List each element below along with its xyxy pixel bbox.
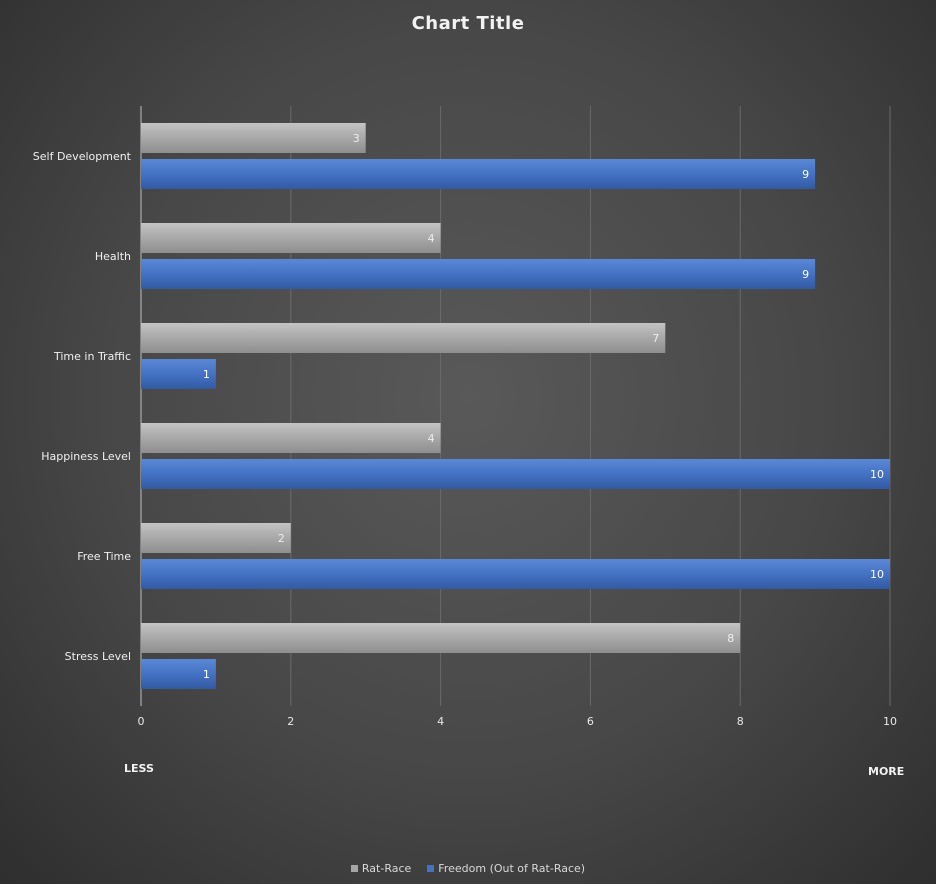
data-label-freedom-out-of-rat-race-self-development: 9 xyxy=(802,168,809,181)
legend-swatch-freedom xyxy=(427,865,435,872)
legend-item-rat-race: Rat-Race xyxy=(350,862,412,875)
x-tick-label-2: 2 xyxy=(287,715,294,728)
category-label-self-development: Self Development xyxy=(33,150,132,163)
x-tick-label-6: 6 xyxy=(587,715,594,728)
less-axis-note: LESS xyxy=(124,762,154,775)
chart-title: Chart Title xyxy=(411,13,525,34)
category-label-free-time: Free Time xyxy=(77,550,131,563)
data-label-rat-race-free-time: 2 xyxy=(278,532,285,545)
bars xyxy=(141,123,890,689)
bar-freedom-out-of-rat-race-happiness-level xyxy=(141,459,890,489)
bar-rat-race-self-development xyxy=(141,123,366,153)
bar-rat-race-stress-level xyxy=(141,623,741,653)
data-label-rat-race-stress-level: 8 xyxy=(727,632,734,645)
bar-freedom-out-of-rat-race-health xyxy=(141,259,816,289)
data-label-freedom-out-of-rat-race-stress-level: 1 xyxy=(203,668,210,681)
data-label-rat-race-time-in-traffic: 7 xyxy=(652,332,659,345)
bar-freedom-out-of-rat-race-free-time xyxy=(141,559,890,589)
data-label-rat-race-self-development: 3 xyxy=(353,132,360,145)
x-tick-label-4: 4 xyxy=(437,715,444,728)
data-label-freedom-out-of-rat-race-health: 9 xyxy=(802,268,809,281)
bar-rat-race-free-time xyxy=(141,523,291,553)
legend-swatch-rat-race xyxy=(350,865,358,872)
labels: 0 2 4 6 8 10 Self Development 3 9 Health 4 9 Time in… xyxy=(33,132,897,728)
gridlines xyxy=(140,106,891,706)
data-label-freedom-out-of-rat-race-time-in-traffic: 1 xyxy=(203,368,210,381)
legend: Rat-Race Freedom (Out of Rat-Race) xyxy=(0,862,936,875)
bar-freedom-out-of-rat-race-time-in-traffic xyxy=(141,359,216,389)
data-label-freedom-out-of-rat-race-free-time: 10 xyxy=(870,568,884,581)
x-tick-label-0: 0 xyxy=(138,715,145,728)
legend-label-rat-race: Rat-Race xyxy=(361,862,412,875)
legend-item-freedom: Freedom (Out of Rat-Race) xyxy=(427,862,585,875)
data-label-freedom-out-of-rat-race-happiness-level: 10 xyxy=(870,468,884,481)
more-axis-note: MORE xyxy=(868,765,904,778)
x-tick-label-10: 10 xyxy=(883,715,897,728)
legend-label-freedom: Freedom (Out of Rat-Race) xyxy=(438,862,586,875)
category-label-health: Health xyxy=(95,250,131,263)
data-label-rat-race-health: 4 xyxy=(428,232,435,245)
bar-freedom-out-of-rat-race-self-development xyxy=(141,159,816,189)
bar-rat-race-happiness-level xyxy=(141,423,441,453)
bar-freedom-out-of-rat-race-stress-level xyxy=(141,659,216,689)
data-label-rat-race-happiness-level: 4 xyxy=(428,432,435,445)
category-label-happiness-level: Happiness Level xyxy=(41,450,131,463)
bar-rat-race-health xyxy=(141,223,441,253)
bar-rat-race-time-in-traffic xyxy=(141,323,666,353)
category-label-time-in-traffic: Time in Traffic xyxy=(53,350,131,363)
category-label-stress-level: Stress Level xyxy=(65,650,131,663)
x-tick-label-8: 8 xyxy=(737,715,744,728)
